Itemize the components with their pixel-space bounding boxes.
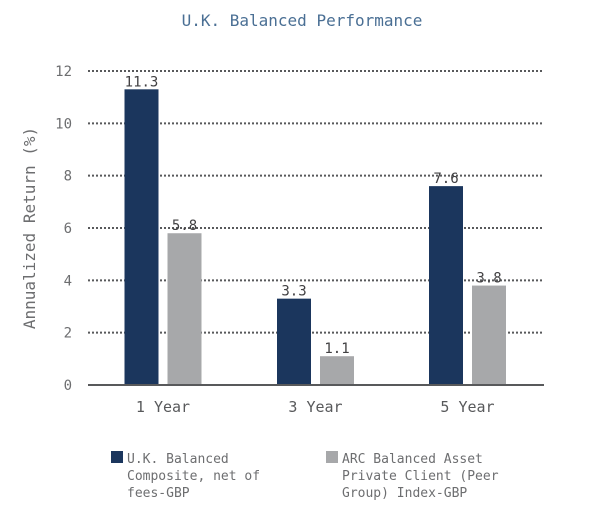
y-tick-label: 10: [55, 116, 72, 132]
y-tick-label: 0: [64, 378, 72, 394]
y-tick-label: 6: [64, 221, 72, 237]
legend-swatch: [326, 451, 338, 463]
bar: [320, 356, 354, 385]
chart-title: U.K. Balanced Performance: [182, 11, 423, 30]
legend-swatch: [111, 451, 123, 463]
y-tick-label: 12: [55, 64, 72, 80]
legend-label: ARC Balanced Asset: [342, 452, 483, 467]
data-label: 3.3: [281, 284, 306, 300]
bar: [472, 285, 506, 385]
data-label: 3.8: [476, 271, 501, 287]
legend-label: Private Client (Peer: [342, 469, 499, 484]
y-axis-label: Annualized Return (%): [20, 127, 39, 329]
data-label: 11.3: [125, 74, 159, 90]
bar: [167, 233, 202, 385]
y-tick-label: 4: [64, 273, 72, 289]
legend-label: fees-GBP: [127, 486, 190, 501]
data-label: 7.6: [433, 171, 458, 187]
x-tick-label: 3 Year: [288, 398, 342, 416]
y-tick-label: 2: [64, 326, 72, 342]
bar: [124, 89, 159, 386]
x-tick-label: 5 Year: [440, 398, 494, 416]
bar: [429, 186, 463, 385]
data-label: 1.1: [324, 341, 349, 357]
legend-label: U.K. Balanced: [127, 452, 229, 467]
bar: [277, 298, 311, 385]
legend-item: U.K. Balanced Composite, net of fees-GBP: [111, 451, 260, 501]
data-label: 5.8: [172, 218, 197, 234]
x-tick-label: 1 Year: [136, 398, 190, 416]
y-tick-label: 8: [64, 169, 72, 185]
legend-label: Group) Index-GBP: [342, 486, 467, 501]
legend-label: Composite, net of: [127, 469, 260, 484]
legend-item: ARC Balanced Asset Private Client (Peer Gr…: [326, 451, 499, 501]
